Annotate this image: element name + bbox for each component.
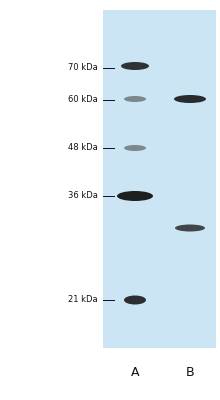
Text: 21 kDa: 21 kDa: [68, 296, 98, 304]
Ellipse shape: [121, 62, 149, 70]
Ellipse shape: [175, 224, 205, 232]
Ellipse shape: [117, 191, 153, 201]
Text: 36 kDa: 36 kDa: [68, 192, 98, 200]
Text: 48 kDa: 48 kDa: [68, 144, 98, 152]
FancyBboxPatch shape: [103, 10, 216, 348]
Ellipse shape: [124, 145, 146, 151]
Text: A: A: [131, 366, 139, 378]
Text: B: B: [186, 366, 194, 378]
Ellipse shape: [124, 96, 146, 102]
Ellipse shape: [174, 95, 206, 103]
Text: 60 kDa: 60 kDa: [68, 96, 98, 104]
Ellipse shape: [124, 296, 146, 304]
Text: 70 kDa: 70 kDa: [68, 64, 98, 72]
